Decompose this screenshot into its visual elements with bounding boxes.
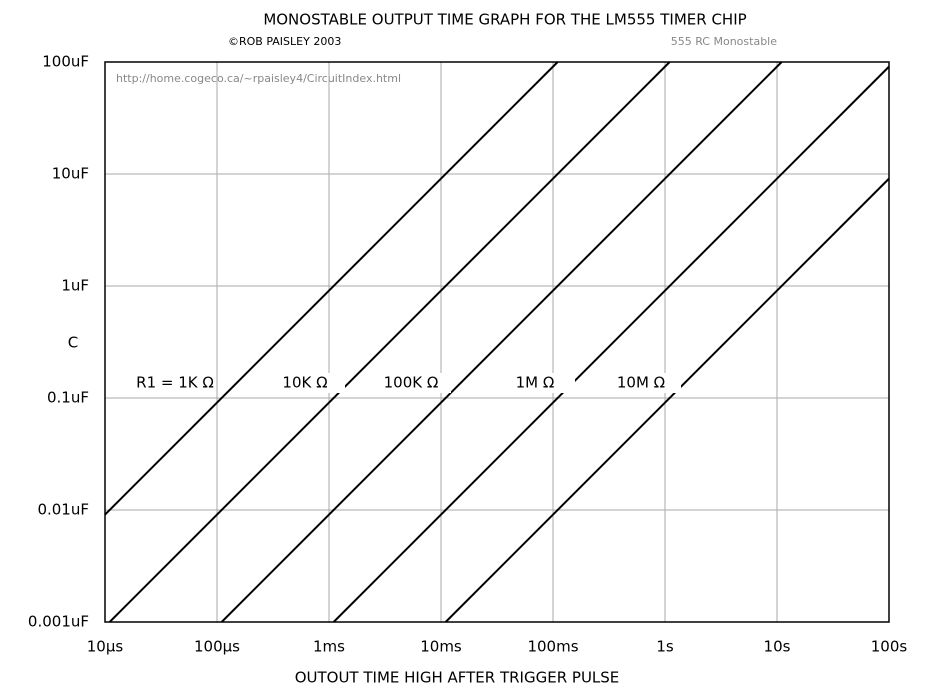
series-line (332, 65, 890, 623)
x-tick-label: 100µs (194, 638, 240, 656)
series-line (444, 177, 890, 623)
note: 555 RC Monostable (671, 35, 778, 48)
y-tick-label: 0.001uF (28, 613, 89, 631)
x-tick-label: 100s (871, 638, 908, 656)
x-tick-label: 10ms (420, 638, 462, 656)
x-axis-label: OUTOUT TIME HIGH AFTER TRIGGER PULSE (295, 669, 620, 687)
y-tick-label: 10uF (52, 165, 89, 183)
series-label: R1 = 1K Ω (136, 374, 214, 392)
x-tick-label: 1s (656, 638, 674, 656)
x-tick-label: 1ms (313, 638, 345, 656)
y-tick-label: 1uF (61, 277, 89, 295)
y-tick-label: 100uF (42, 53, 89, 71)
x-tick-label: 100ms (527, 638, 578, 656)
plot-frame (104, 61, 890, 623)
series-label-bg (371, 373, 451, 393)
y-tick-label: 0.1uF (47, 389, 89, 407)
y-tick-label: 0.01uF (37, 501, 89, 519)
series-line (108, 61, 671, 623)
series-label-bg (135, 373, 215, 393)
series-label: 10M Ω (617, 374, 665, 392)
series-line (220, 61, 783, 623)
y-axis-label: C (68, 334, 78, 352)
url: http://home.cogeco.ca/~rpaisley4/Circuit… (116, 72, 401, 85)
series-label-bg (495, 373, 575, 393)
x-tick-label: 10s (764, 638, 791, 656)
x-tick-label: 10µs (87, 638, 124, 656)
subtitle: ©ROB PAISLEY 2003 (228, 35, 341, 48)
series-label: 100K Ω (384, 374, 439, 392)
series-label-bg (265, 373, 345, 393)
series-label: 10K Ω (282, 374, 327, 392)
series-label-bg (601, 373, 681, 393)
series-label: 1M Ω (516, 374, 555, 392)
series-line (104, 61, 559, 516)
chart-title: MONOSTABLE OUTPUT TIME GRAPH FOR THE LM5… (263, 11, 746, 29)
